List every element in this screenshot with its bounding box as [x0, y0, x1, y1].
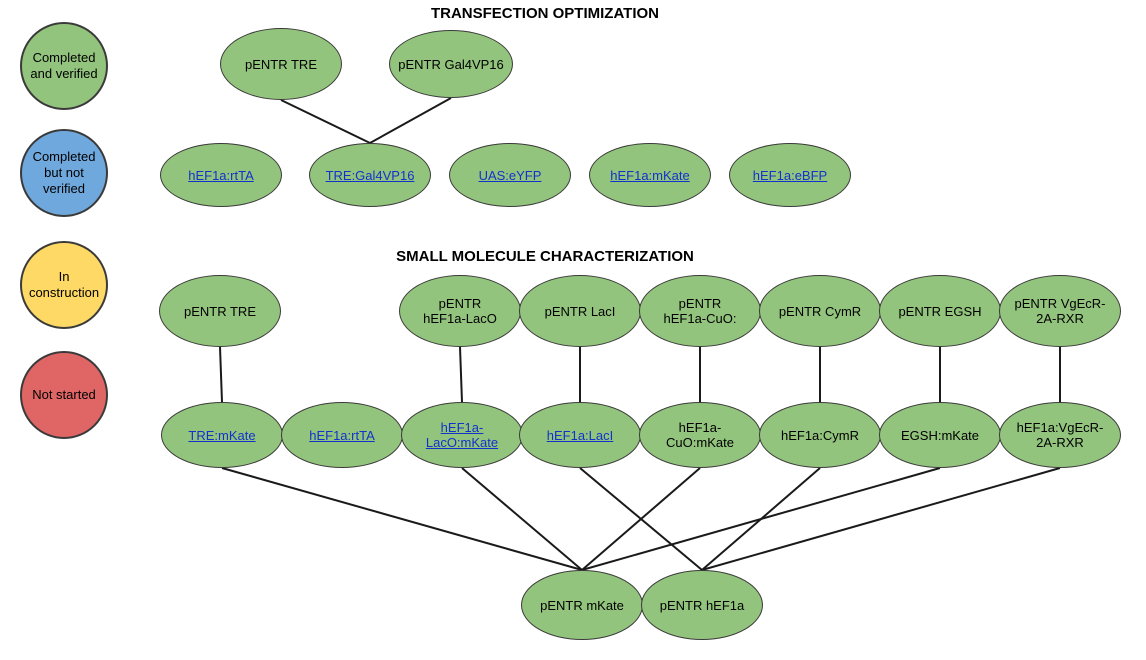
node-pentr-hef1a-cuo: pENTR hEF1a-CuO:: [639, 275, 761, 347]
node-label: pENTR LacI: [544, 303, 616, 319]
node-label: pENTR mKate: [540, 597, 624, 613]
node-hef1a-rtta-1[interactable]: hEF1a:rtTA: [160, 143, 282, 207]
section2-title: SMALL MOLECULE CHARACTERIZATION: [396, 248, 694, 265]
edge-hef1a-vgecr-to-pentr-hef1a: [701, 467, 1061, 571]
node-label: hEF1a- CuO:mKate: [666, 420, 734, 450]
node-hef1a-mkate[interactable]: hEF1a:mKate: [589, 143, 711, 207]
node-pentr-hef1a: pENTR hEF1a: [641, 570, 763, 640]
node-pentr-tre-1: pENTR TRE: [220, 28, 342, 100]
legend-label: Completed and verified: [30, 50, 98, 81]
node-tre-mkate[interactable]: TRE:mKate: [161, 402, 283, 468]
node-hef1a-ebfp[interactable]: hEF1a:eBFP: [729, 143, 851, 207]
section1-title: TRANSFECTION OPTIMIZATION: [430, 5, 660, 22]
legend-label: Completed but not verified: [32, 149, 96, 196]
node-label[interactable]: hEF1a- LacO:mKate: [425, 420, 499, 450]
node-tre-gal4vp16[interactable]: TRE:Gal4VP16: [309, 143, 431, 207]
node-label: pENTR TRE: [245, 56, 317, 72]
node-label: pENTR CymR: [778, 303, 862, 319]
node-pentr-tre-2: pENTR TRE: [159, 275, 281, 347]
node-hef1a-cuo-mkate: hEF1a- CuO:mKate: [639, 402, 761, 468]
legend-label: In construction: [28, 269, 100, 300]
node-hef1a-laco-mkate[interactable]: hEF1a- LacO:mKate: [401, 402, 523, 468]
node-pentr-gal4vp16: pENTR Gal4VP16: [389, 30, 513, 98]
node-egsh-mkate: EGSH:mKate: [879, 402, 1001, 468]
edge-tre-mkate-to-pentr-mkate: [221, 467, 583, 571]
node-uas-eyfp[interactable]: UAS:eYFP: [449, 143, 571, 207]
node-label: EGSH:mKate: [900, 427, 980, 443]
node-pentr-mkate: pENTR mKate: [521, 570, 643, 640]
node-hef1a-rtta-2[interactable]: hEF1a:rtTA: [281, 402, 403, 468]
node-label[interactable]: hEF1a:mKate: [610, 167, 690, 183]
edge-pentr-hef1a-laco-to-hef1a-laco-mkate: [459, 346, 463, 403]
node-label[interactable]: hEF1a:rtTA: [188, 167, 254, 183]
legend-completed-but-not-verified: Completed but not verified: [20, 129, 108, 217]
node-label[interactable]: hEF1a:LacI: [546, 427, 614, 443]
edge-pentr-tre-2-to-tre-mkate: [219, 346, 223, 403]
node-label: hEF1a:CymR: [780, 427, 860, 443]
node-label: pENTR VgEcR- 2A-RXR: [1014, 296, 1106, 326]
node-label[interactable]: hEF1a:eBFP: [752, 167, 828, 183]
legend-completed-and-verified: Completed and verified: [20, 22, 108, 110]
node-label[interactable]: hEF1a:rtTA: [309, 427, 375, 443]
node-label[interactable]: TRE:Gal4VP16: [325, 167, 415, 183]
node-hef1a-laci[interactable]: hEF1a:LacI: [519, 402, 641, 468]
node-label: pENTR Gal4VP16: [398, 56, 504, 72]
node-pentr-hef1a-laco: pENTR hEF1a-LacO: [399, 275, 521, 347]
node-label[interactable]: UAS:eYFP: [478, 167, 542, 183]
edge-pentr-tre-1-to-tre-gal4vp16: [280, 99, 371, 144]
node-pentr-laci: pENTR LacI: [519, 275, 641, 347]
node-pentr-vgecr: pENTR VgEcR- 2A-RXR: [999, 275, 1121, 347]
legend-not-started: Not started: [20, 351, 108, 439]
node-hef1a-cymr: hEF1a:CymR: [759, 402, 881, 468]
edge-hef1a-laco-mkate-to-pentr-mkate: [461, 467, 583, 571]
edge-pentr-gal4vp16-to-tre-gal4vp16: [369, 97, 452, 144]
node-pentr-egsh: pENTR EGSH: [879, 275, 1001, 347]
legend-label: Not started: [32, 387, 96, 402]
node-hef1a-vgecr: hEF1a:VgEcR- 2A-RXR: [999, 402, 1121, 468]
node-pentr-cymr: pENTR CymR: [759, 275, 881, 347]
legend-in-construction: In construction: [20, 241, 108, 329]
edge-hef1a-cymr-to-pentr-hef1a: [701, 467, 821, 571]
node-label: pENTR hEF1a: [659, 597, 745, 613]
node-label: pENTR hEF1a-CuO:: [663, 296, 737, 326]
node-label: pENTR EGSH: [898, 303, 982, 319]
edge-hef1a-laci-to-pentr-hef1a: [579, 467, 703, 571]
node-label[interactable]: TRE:mKate: [188, 427, 256, 443]
node-label: pENTR hEF1a-LacO: [423, 296, 497, 326]
node-label: pENTR TRE: [184, 303, 256, 319]
node-label: hEF1a:VgEcR- 2A-RXR: [1016, 420, 1104, 450]
